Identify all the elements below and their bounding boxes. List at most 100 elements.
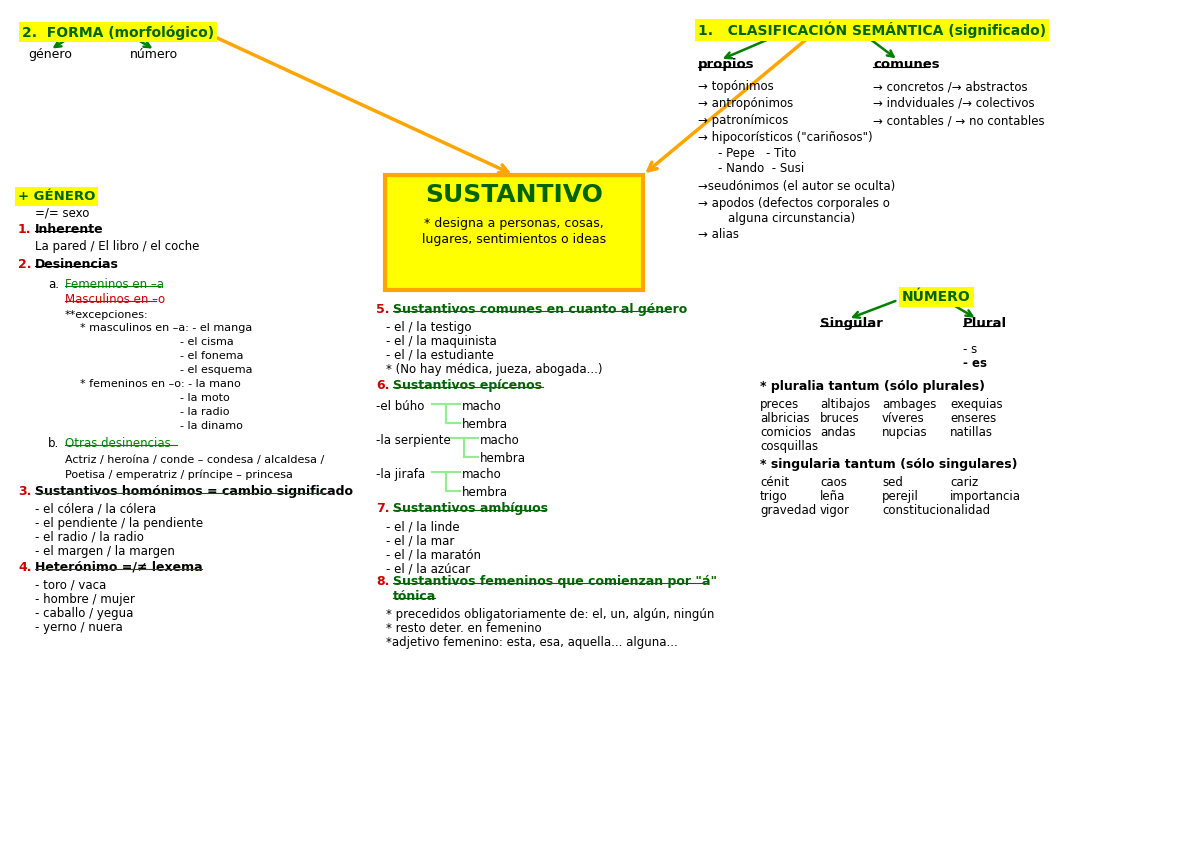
Text: *adjetivo femenino: esta, esa, aquella... alguna...: *adjetivo femenino: esta, esa, aquella..… [386,636,678,649]
Text: Plural: Plural [964,317,1007,330]
Text: - toro / vaca: - toro / vaca [35,579,107,592]
Text: Inherente: Inherente [35,223,103,236]
Text: NÚMERO: NÚMERO [902,290,971,304]
Text: - el / la mar: - el / la mar [386,534,455,547]
Text: - la moto: - la moto [180,393,229,403]
Text: → hipocorísticos ("cariñosos"): → hipocorísticos ("cariñosos") [698,131,872,144]
Text: andas: andas [820,426,856,439]
Text: * resto deter. en femenino: * resto deter. en femenino [386,622,541,635]
Text: propios: propios [698,58,755,71]
Text: La pared / El libro / el coche: La pared / El libro / el coche [35,240,199,253]
Text: 8.: 8. [376,575,389,588]
Text: → concretos /→ abstractos: → concretos /→ abstractos [874,80,1027,93]
Text: - la dinamo: - la dinamo [180,421,242,431]
Text: Singular: Singular [820,317,883,330]
Text: enseres: enseres [950,412,996,425]
Text: - s: - s [964,343,977,356]
Text: Sustantivos homónimos = cambio significado: Sustantivos homónimos = cambio significa… [35,485,353,498]
Text: - el esquema: - el esquema [180,365,252,375]
Text: exequias: exequias [950,398,1003,411]
Text: Sustantivos femeninos que comienzan por "á": Sustantivos femeninos que comienzan por … [394,575,718,588]
Text: importancia: importancia [950,490,1021,503]
Text: → alias: → alias [698,228,739,241]
Text: - el / la estudiante: - el / la estudiante [386,349,494,362]
Text: * singularia tantum (sólo singulares): * singularia tantum (sólo singulares) [760,458,1018,471]
Text: → antropónimos: → antropónimos [698,97,793,110]
Text: 3.: 3. [18,485,31,498]
Text: nupcias: nupcias [882,426,928,439]
Text: 2.: 2. [18,258,31,271]
Text: Poetisa / emperatriz / príncipe – princesa: Poetisa / emperatriz / príncipe – prince… [65,469,293,479]
Text: * pluralia tantum (sólo plurales): * pluralia tantum (sólo plurales) [760,380,985,393]
Text: cosquillas: cosquillas [760,440,818,453]
Text: - el radio / la radio: - el radio / la radio [35,531,144,544]
Text: Sustantivos ambíguos: Sustantivos ambíguos [394,502,548,515]
Text: trigo: trigo [760,490,787,503]
Text: - el / la testigo: - el / la testigo [386,321,472,334]
Text: 4.: 4. [18,561,31,574]
Text: - el margen / la margen: - el margen / la margen [35,545,175,558]
Text: lugares, sentimientos o ideas: lugares, sentimientos o ideas [422,233,606,246]
Text: * precedidos obligatoriamente de: el, un, algún, ningún: * precedidos obligatoriamente de: el, un… [386,608,714,621]
Text: comunes: comunes [874,58,940,71]
Text: =/= sexo: =/= sexo [35,207,89,220]
Text: - el / la maratón: - el / la maratón [386,548,481,561]
Text: caos: caos [820,476,847,489]
Text: - el fonema: - el fonema [180,351,244,361]
Text: * (No hay médica, jueza, abogada...): * (No hay médica, jueza, abogada...) [386,363,602,376]
Text: leña: leña [820,490,845,503]
Text: - el cólera / la cólera: - el cólera / la cólera [35,503,156,516]
Text: alguna circunstancia): alguna circunstancia) [728,212,856,225]
Text: Desinencias: Desinencias [35,258,119,271]
Text: macho: macho [462,400,502,413]
Text: tónica: tónica [394,590,437,603]
Text: número: número [130,48,178,61]
Text: Masculinos en –o: Masculinos en –o [65,293,166,306]
Text: → patronímicos: → patronímicos [698,114,788,127]
Text: vigor: vigor [820,504,850,517]
Text: hembra: hembra [462,486,508,499]
Text: SUSTANTIVO: SUSTANTIVO [425,183,602,207]
Text: * femeninos en –o: - la mano: * femeninos en –o: - la mano [80,379,241,389]
Text: -el búho: -el búho [376,400,425,413]
Text: Femeninos en –a: Femeninos en –a [65,278,164,291]
Text: →seudónimos (el autor se oculta): →seudónimos (el autor se oculta) [698,180,895,193]
Text: - el / la maquinista: - el / la maquinista [386,335,497,348]
Text: 2.  FORMA (morfológico): 2. FORMA (morfológico) [22,25,214,40]
Text: bruces: bruces [820,412,859,425]
Text: -la jirafa: -la jirafa [376,468,425,481]
Text: + GÉNERO: + GÉNERO [18,190,95,203]
Text: * designa a personas, cosas,: * designa a personas, cosas, [424,217,604,230]
Text: víveres: víveres [882,412,925,425]
Text: macho: macho [462,468,502,481]
Text: Otras desinencias: Otras desinencias [65,437,170,450]
Text: Heterónimo =/≠ lexema: Heterónimo =/≠ lexema [35,561,203,574]
Text: macho: macho [480,434,520,447]
Text: constitucionalidad: constitucionalidad [882,504,990,517]
Text: → apodos (defectos corporales o: → apodos (defectos corporales o [698,197,890,210]
Text: → indviduales /→ colectivos: → indviduales /→ colectivos [874,97,1034,110]
Text: - yerno / nuera: - yerno / nuera [35,621,122,634]
Text: **excepciones:: **excepciones: [65,310,149,320]
Text: perejil: perejil [882,490,919,503]
Text: género: género [28,48,72,61]
Text: natillas: natillas [950,426,994,439]
Text: - el / la azúcar: - el / la azúcar [386,562,470,575]
Text: comicios: comicios [760,426,811,439]
Text: - el cisma: - el cisma [180,337,234,347]
Text: a.: a. [48,278,59,291]
Text: Actriz / heroína / conde – condesa / alcaldesa /: Actriz / heroína / conde – condesa / alc… [65,455,324,465]
Text: - el / la linde: - el / la linde [386,520,460,533]
Text: ambages: ambages [882,398,936,411]
Text: 7.: 7. [376,502,390,515]
Text: - hombre / mujer: - hombre / mujer [35,593,134,606]
Text: Sustantivos epícenos: Sustantivos epícenos [394,379,542,392]
Text: - el pendiente / la pendiente: - el pendiente / la pendiente [35,517,203,530]
Text: gravedad: gravedad [760,504,816,517]
Text: -la serpiente: -la serpiente [376,434,451,447]
Text: - Nando  - Susi: - Nando - Susi [718,162,804,175]
Text: cariz: cariz [950,476,978,489]
Text: preces: preces [760,398,799,411]
Text: - Pepe   - Tito: - Pepe - Tito [718,147,797,160]
FancyBboxPatch shape [385,175,643,290]
